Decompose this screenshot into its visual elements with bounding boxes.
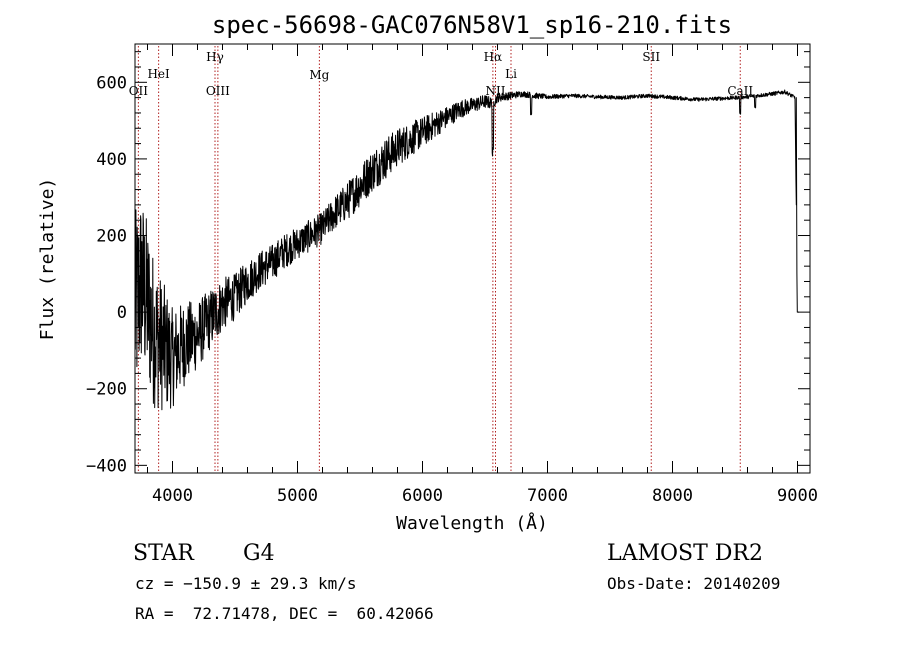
tick-labels: 4000 5000 6000 7000 8000 9000 −400 −200 0 200 400 6… <box>86 73 818 506</box>
spectrum-series-line <box>134 89 799 411</box>
y-tick-label: −400 <box>86 456 127 476</box>
axis-ticks <box>135 44 810 473</box>
spectral-line-label: NII <box>486 84 506 98</box>
y-tick-label: 200 <box>96 227 127 247</box>
x-axis-label: Wavelength (Å) <box>396 512 548 534</box>
y-tick-label: 400 <box>96 150 127 170</box>
spectral-line-markers <box>137 46 741 471</box>
spectral-line-label: Hγ <box>206 50 224 64</box>
spectral-line-label: OIII <box>206 84 230 98</box>
y-tick-label: −200 <box>86 380 127 400</box>
redshift-info: cz = −150.9 ± 29.3 km/s <box>135 574 357 593</box>
obs-date: Obs-Date: 20140209 <box>607 574 780 593</box>
coordinates: RA = 72.71478, DEC = 60.42066 <box>135 604 434 623</box>
x-tick-label: 4000 <box>152 486 193 506</box>
spectral-line-label: Li <box>505 67 517 81</box>
survey-name: LAMOST DR2 <box>607 541 763 566</box>
spectral-line-label: Mg <box>309 68 329 82</box>
spectral-line-label: CaII <box>727 84 753 98</box>
x-tick-label: 8000 <box>652 486 693 506</box>
spectral-line-label: HeI <box>147 67 170 81</box>
spectral-line-labels: OII HeI Hγ OIII Mg Hα NII Li SII CaII <box>129 50 754 98</box>
x-tick-label: 5000 <box>277 486 318 506</box>
spectral-line-label: SII <box>642 50 660 64</box>
x-tick-label: 9000 <box>777 486 818 506</box>
y-axis-label: Flux (relative) <box>37 178 58 341</box>
object-subclass: G4 <box>243 541 275 566</box>
object-class: STAR <box>133 541 195 566</box>
chart-title: spec-56698-GAC076N58V1_sp16-210.fits <box>212 11 732 39</box>
x-tick-label: 6000 <box>402 486 443 506</box>
y-tick-label: 0 <box>117 303 127 323</box>
spectral-line-label: Hα <box>484 50 503 64</box>
spectral-line-label: OII <box>129 84 149 98</box>
x-tick-label: 7000 <box>527 486 568 506</box>
spectrum-layer <box>134 89 799 411</box>
y-tick-label: 600 <box>96 73 127 93</box>
